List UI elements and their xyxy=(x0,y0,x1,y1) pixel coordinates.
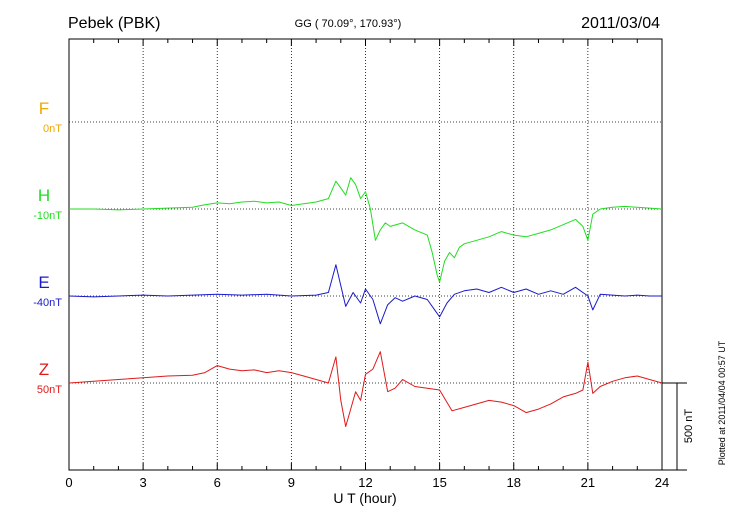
series-name-h: H xyxy=(38,186,50,205)
series-name-z: Z xyxy=(39,360,49,379)
plotted-timestamp: Plotted at 2011/04/04 00:57 UT xyxy=(717,340,727,465)
series-name-f: F xyxy=(39,99,49,118)
x-tick-label: 18 xyxy=(507,475,521,490)
series-name-e: E xyxy=(38,273,49,292)
x-axis-label: U T (hour) xyxy=(333,490,396,506)
x-axis-ticks xyxy=(68,39,663,470)
date-label: 2011/03/04 xyxy=(581,15,660,32)
x-tick-label: 3 xyxy=(140,475,147,490)
scale-bar-label: 500 nT xyxy=(683,409,695,444)
x-tick-label: 15 xyxy=(432,475,446,490)
station-title: Pebek (PBK) xyxy=(68,15,160,32)
x-tick-label: 9 xyxy=(288,475,295,490)
x-tick-label: 24 xyxy=(655,475,669,490)
scale-bar: 500 nT xyxy=(662,382,695,471)
series-line-h xyxy=(69,177,663,283)
coords-label: GG ( 70.09°, 170.93°) xyxy=(295,18,402,30)
x-tick-label: 0 xyxy=(65,475,72,490)
series-lines xyxy=(68,177,663,427)
series-labels: F 0nT H -10nT E -40nT Z 50nT xyxy=(33,99,62,396)
series-offset-z: 50nT xyxy=(37,384,62,396)
x-tick-label: 21 xyxy=(581,475,595,490)
x-tick-labels: 0 3 6 9 12 15 18 21 24 xyxy=(65,475,669,490)
x-tick-label: 6 xyxy=(214,475,221,490)
series-offset-e: -40nT xyxy=(33,297,62,309)
series-offset-h: -10nT xyxy=(33,210,62,222)
grid xyxy=(69,39,662,470)
series-offset-f: 0nT xyxy=(43,123,62,135)
series-line-z xyxy=(68,351,663,427)
series-line-e xyxy=(68,264,662,325)
x-tick-label: 12 xyxy=(358,475,372,490)
